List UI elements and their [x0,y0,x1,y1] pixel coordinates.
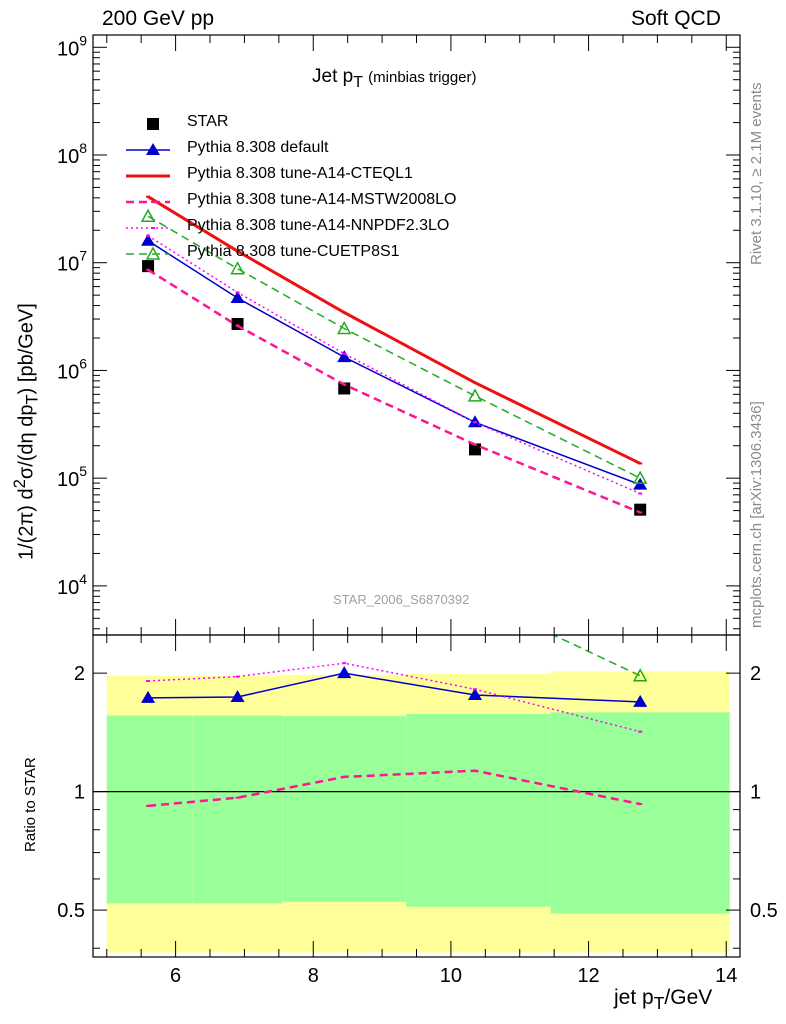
y-tick-label-4: 108 [57,140,87,168]
ratio-line-3 [551,635,641,677]
main-y-ticks [93,46,740,630]
data-point-5-3 [467,388,483,402]
legend-label-3: Pythia 8.308 tune-A14-MSTW2008LO [187,191,457,208]
y-tick-label-2: 106 [57,355,87,383]
ratio-point-3-3 [469,592,481,603]
ratio-series-1 [146,769,643,808]
legend-marker-1 [146,143,160,155]
ratio-point-0-4 [633,694,648,707]
ratio-point-0-0 [141,690,156,703]
ratio-y-ticks [93,672,740,949]
legend-marker-0 [147,118,159,130]
series-line-4 [147,235,641,495]
ratio-tick-label-right-1: 1 [750,782,761,804]
ratio-point-0-1 [230,689,245,702]
data-point-0-0 [142,260,155,273]
legend-entries [126,118,170,260]
ratio-series-3 [142,567,648,682]
y-tick-label-1: 105 [57,463,87,491]
data-point-5-4 [632,470,648,484]
x-tick-label-0: 6 [170,965,181,987]
legend-label-2: Pythia 8.308 tune-A14-CTEQL1 [187,165,413,182]
ratio-point-3-1 [232,587,244,598]
legend-marker-5 [145,246,161,260]
green-band-2 [282,716,407,902]
ratio-point-0-3 [468,687,483,700]
analysis-watermark: STAR_2006_S6870392 [333,592,470,607]
ratio-tick-label-left-2: 2 [74,663,85,685]
ratio-tick-label-left-0: 0.5 [57,900,85,922]
ratio-series-0 [141,666,648,707]
data-point-5-0 [140,208,156,223]
x-ticks [106,35,727,957]
green-band-0 [106,715,193,904]
series-5 [140,208,648,484]
legend-label-5: Pythia 8.308 tune-CUETP8S1 [187,243,400,260]
series-line-1 [147,240,641,486]
data-point-5-2 [336,320,352,335]
x-tick-label-3: 12 [577,965,599,987]
ratio-tick-label-left-1: 1 [74,782,85,804]
green-band-3 [406,713,551,907]
data-point-1-0 [141,233,156,246]
ratio-point-3-0 [142,604,154,615]
data-point-1-1 [230,291,245,304]
ratio-point-3-2 [338,567,350,578]
legend-label-4: Pythia 8.308 tune-A14-NNPDF2.3LO [187,217,450,234]
series-2 [146,195,643,465]
ratio-bands [106,671,730,953]
ratio-point-0-2 [337,666,352,679]
legend-label-1: Pythia 8.308 default [187,139,329,156]
x-tick-label-4: 14 [715,965,737,987]
y-tick-label-3: 107 [57,248,87,276]
header-right: Soft QCD [631,7,721,30]
ratio-point-3-4 [632,668,648,682]
data-point-0-4 [634,503,647,516]
series-line-5 [147,215,641,479]
x-tick-label-2: 10 [440,965,462,987]
header-left: 200 GeV pp [102,7,215,30]
y-tick-label-0: 104 [57,571,87,599]
data-point-5-1 [230,261,245,275]
series-4 [146,234,643,495]
x-axis-label: jet pT/GeV [614,986,713,1014]
y-tick-label-5: 109 [57,32,87,60]
green-band-1 [192,715,283,904]
data-point-0-3 [469,443,482,456]
x-tick-label-1: 8 [308,965,319,987]
ratio-series-group [141,567,648,808]
ratio-tick-label-right-2: 2 [750,663,761,685]
series-line-3 [147,268,641,514]
green-band-4 [550,712,730,914]
data-point-1-2 [337,350,352,363]
series-1 [141,233,648,490]
series-3 [146,268,643,514]
plot-title: Jet pT (minbias trigger) [312,66,477,91]
series-0 [142,260,647,516]
ratio-tick-label-right-0: 0.5 [750,900,778,922]
ratio-series-2 [146,662,643,733]
data-point-0-2 [338,382,351,395]
series-line-2 [147,195,641,465]
legend-label-0: STAR [187,113,229,130]
